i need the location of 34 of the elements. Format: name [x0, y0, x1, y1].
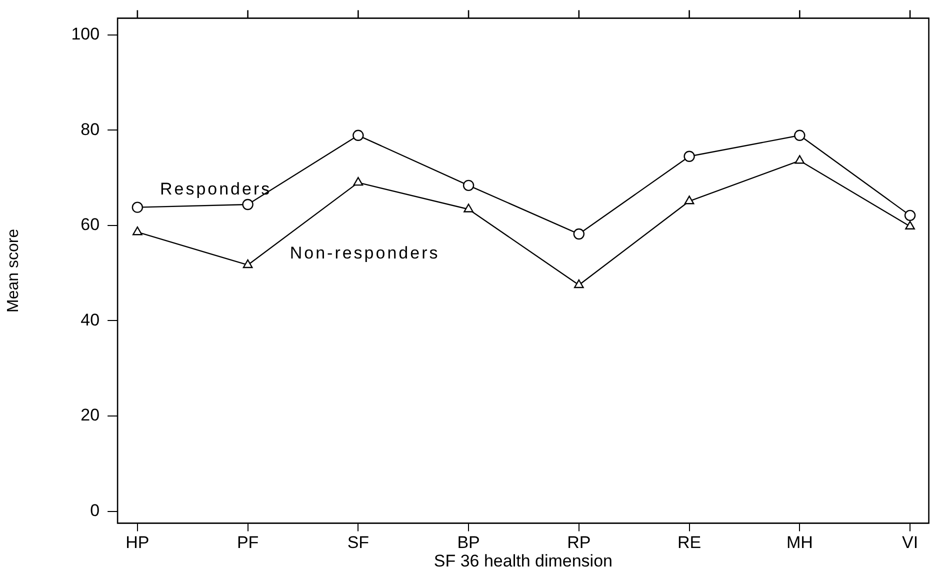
- x-tick-label: MH: [786, 533, 813, 552]
- point: [462, 180, 474, 192]
- point: [353, 176, 364, 186]
- point: [464, 204, 474, 212]
- point: [242, 198, 254, 210]
- y-tick-label: 60: [80, 215, 100, 234]
- point: [794, 155, 805, 164]
- y-tick-label: 20: [80, 406, 100, 425]
- point: [352, 130, 364, 141]
- series-label: Non-responders: [290, 244, 440, 263]
- x-tick-label: VI: [902, 533, 918, 552]
- x-tick-label: RP: [567, 533, 591, 552]
- point: [684, 196, 694, 204]
- x-tick-label: RE: [677, 533, 702, 552]
- point: [132, 202, 144, 213]
- series-label: Responders: [160, 179, 272, 198]
- point: [794, 130, 806, 141]
- y-tick-label: 40: [80, 310, 100, 330]
- point: [684, 150, 695, 162]
- x-tick-label: BP: [457, 533, 480, 552]
- point: [573, 228, 585, 240]
- x-axis-title: SF 36 health dimension: [434, 551, 612, 570]
- point: [574, 279, 584, 288]
- x-tick-label: PF: [236, 533, 259, 552]
- y-tick-label: 0: [90, 500, 100, 520]
- point: [242, 259, 253, 268]
- point: [132, 226, 142, 236]
- y-axis-title: Mean score: [5, 228, 22, 312]
- point: [904, 210, 916, 222]
- y-tick-label: 80: [80, 120, 100, 139]
- point: [905, 220, 915, 230]
- x-tick-label: HP: [126, 533, 150, 552]
- x-tick-label: SF: [347, 533, 370, 552]
- y-tick-label: 100: [71, 24, 100, 44]
